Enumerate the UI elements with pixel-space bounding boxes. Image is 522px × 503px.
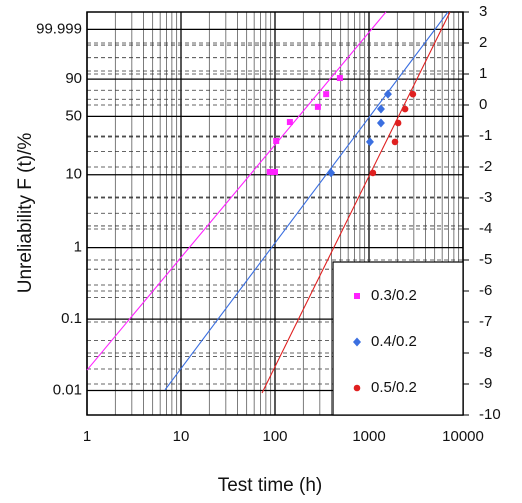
point (376, 118, 385, 128)
fit-line (86, 11, 387, 371)
point (286, 119, 293, 126)
y2-tick-label: -6 (479, 282, 492, 299)
y-tick-label: 90 (65, 70, 82, 87)
x-tick-label: 1 (83, 428, 91, 445)
y2-tick-label: 3 (479, 3, 487, 20)
y2-tick-label: -3 (479, 189, 492, 206)
x-tick-label: 1000 (352, 428, 385, 445)
y-tick-label: 50 (65, 107, 82, 124)
y2-tick-label: -5 (479, 251, 492, 268)
y-tick-label: 10 (65, 166, 82, 183)
point (391, 138, 399, 146)
point (365, 137, 374, 147)
point (369, 169, 377, 177)
y2-tick-label: -9 (479, 375, 492, 392)
y-tick-label: 1 (74, 239, 82, 256)
legend-label: 0.4/0.2 (371, 333, 417, 350)
y-axis-title: Unreliability F (t)/% (15, 133, 36, 294)
plot-frame (86, 11, 464, 416)
legend-marker (353, 384, 361, 392)
point (323, 91, 330, 98)
y2-tick-label: -10 (479, 406, 501, 423)
point (401, 105, 409, 113)
legend-marker (354, 293, 360, 299)
point (273, 137, 280, 144)
y2-tick-label: -1 (479, 127, 492, 144)
y2-tick-label: -8 (479, 344, 492, 361)
y2-tick-label: -4 (479, 220, 492, 237)
point (383, 89, 392, 99)
fit-line (261, 11, 451, 394)
y2-tick-label: 1 (479, 65, 487, 82)
legend-label: 0.3/0.2 (371, 287, 417, 304)
point (327, 168, 336, 178)
x-tick-label: 10 (173, 428, 190, 445)
x-tick-label: 10000 (442, 428, 484, 445)
x-axis-title: Test time (h) (218, 475, 323, 496)
point (272, 168, 278, 175)
y-tick-label: 0.1 (61, 310, 82, 327)
legend-marker (353, 337, 361, 347)
y2-tick-label: 0 (479, 96, 487, 113)
point (394, 119, 402, 127)
legend-label: 0.5/0.2 (371, 379, 417, 396)
fit-line (164, 11, 449, 391)
y2-tick-label: 2 (479, 34, 487, 51)
y2-tick-label: -2 (479, 158, 492, 175)
point (409, 90, 417, 98)
y-tick-label: 99.999 (36, 20, 82, 37)
x-tick-label: 100 (262, 428, 287, 445)
y2-tick-label: -7 (479, 313, 492, 330)
point (314, 103, 321, 110)
point (376, 104, 385, 114)
y-tick-label: 0.01 (53, 381, 82, 398)
point (336, 75, 343, 82)
point (266, 168, 273, 175)
